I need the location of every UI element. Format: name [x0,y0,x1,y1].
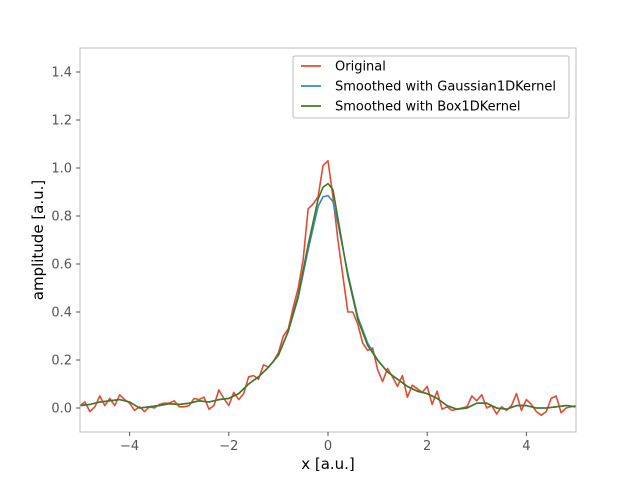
x-axis-label: x [a.u.] [301,455,355,473]
y-axis: 0.0 0.2 0.4 0.6 0.8 1.0 1.2 1.4 [51,66,80,417]
y-tick-label: 0.0 [51,402,72,417]
series-group [80,160,576,416]
x-tick-label: −4 [120,439,139,454]
x-tick-label: 2 [423,439,431,454]
x-tick-label: 4 [522,439,530,454]
legend: Original Smoothed with Gaussian1DKernel Sm… [292,55,570,119]
legend-box [292,55,570,119]
y-tick-label: 0.8 [51,210,72,225]
series-line-2 [80,182,576,410]
legend-label: Smoothed with Gaussian1DKernel [335,80,556,95]
y-tick-label: 1.4 [51,66,72,81]
y-tick-label: 0.4 [51,306,72,321]
y-tick-label: 0.2 [51,354,72,369]
y-tick-label: 0.6 [51,258,72,273]
y-tick-label: 1.0 [51,162,72,177]
y-axis-label: amplitude [a.u.] [29,180,47,301]
x-tick-label: −2 [219,439,238,454]
series-line-0 [80,160,576,416]
y-tick-label: 1.2 [51,114,72,129]
legend-label: Smoothed with Box1DKernel [335,100,521,115]
x-tick-label: 0 [324,439,332,454]
x-axis: −4 −2 0 2 4 [120,432,531,454]
legend-label: Original [335,60,386,75]
